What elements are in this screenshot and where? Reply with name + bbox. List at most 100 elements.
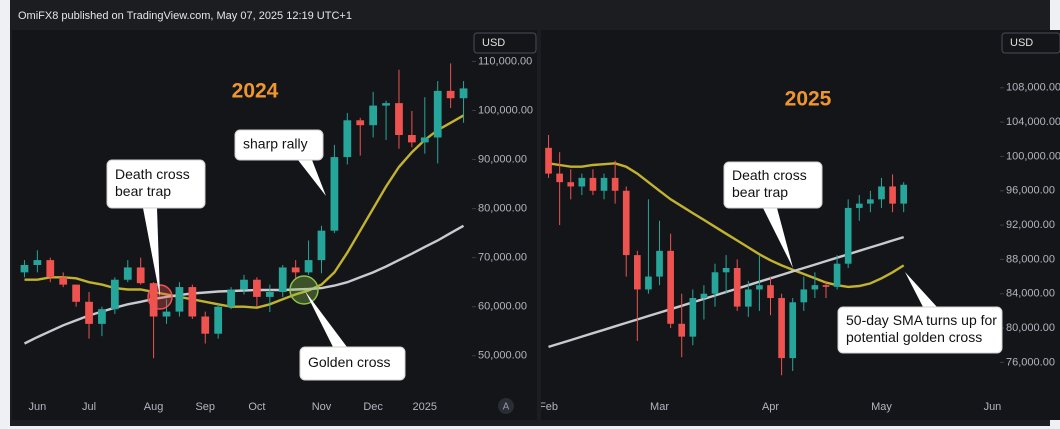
y-tick-label: 110,000.00 [478,55,532,67]
currency-label: USD [482,37,505,49]
candle-body [433,90,442,138]
x-tick-label: Nov [312,401,332,413]
candle-body [85,301,93,324]
candle-body [408,135,416,143]
y-tick-label: 70,000.00 [478,252,527,264]
candle-body [265,291,274,297]
candle-body [756,285,763,290]
callout-box [723,161,823,209]
callout-text: bear trap [732,184,788,200]
candle-body [240,279,248,290]
candle-body [600,177,608,191]
candle-body [20,265,29,273]
candle-body [343,120,352,158]
candle-body [567,182,575,187]
y-tick-label: 76,000.00 [1006,356,1055,368]
x-tick-label: Sep [195,401,215,413]
callout-pointer [905,272,937,307]
y-tick-label: 92,000.00 [1006,219,1055,231]
y-tick-label: 100,000.00 [1006,150,1060,162]
candle-body [855,203,863,208]
callout-text: Golden cross [308,354,390,370]
candle-body [214,306,223,334]
x-tick-label: 2025 [413,401,437,413]
candle-body [59,277,68,285]
callout-text: Death cross [115,166,190,182]
y-tick-label: 80,000.00 [478,203,527,215]
candle-body [46,260,55,278]
candle-body [175,287,184,312]
candle-body [822,285,830,287]
auto-scale-label: A [503,402,510,413]
candle-body [382,103,390,106]
candle-body [304,260,313,273]
candle-body [162,311,171,317]
candle-body [878,186,885,200]
sma-line [24,114,465,309]
callout-box [234,129,324,161]
candle-body [867,199,874,204]
x-tick-label: Dec [363,401,383,413]
x-tick-label: Oct [248,401,265,413]
y-tick-label: 104,000.00 [1006,116,1060,128]
x-tick-label: Jun [28,401,46,413]
y-tick-label: 80,000.00 [1006,322,1055,334]
candle-body [611,177,619,191]
currency-label: USD [1010,37,1033,49]
candle-body [700,293,708,299]
candle-body [589,177,597,191]
candle-body [291,267,300,273]
candle-body [744,289,752,307]
x-tick-label: Apr [762,401,779,413]
auto-scale-button [498,398,514,414]
callout-text: Death cross [732,167,807,183]
candle-body [811,285,819,290]
callout-box [837,306,1003,354]
candle-body [278,267,287,292]
cross-highlight [289,275,319,305]
candle-body [201,316,210,334]
candle-body [110,279,119,310]
candle-body [330,157,339,231]
candle-body [778,298,785,359]
y-tick-label: 60,000.00 [478,301,527,313]
candle-body [227,289,235,307]
y-tick-label: 50,000.00 [478,350,527,362]
sma-line [548,162,905,289]
callout-pointer [143,208,160,297]
candle-body [789,302,797,359]
callout-box [299,346,406,381]
candle-body [889,186,896,204]
candle-body [98,309,106,324]
x-tick-label: May [871,401,892,413]
candle-body [844,207,852,264]
currency-box [473,32,537,54]
y-tick-label: 84,000.00 [1006,288,1055,300]
y-tick-label: 88,000.00 [1006,253,1055,265]
candle-body [317,230,326,261]
candle-body [420,137,429,143]
callout-pointer [298,160,326,196]
year-title: 2024 [232,80,279,103]
year-title: 2025 [785,88,832,111]
callout-text: 50-day SMA turns up for [846,312,997,328]
candle-body [356,120,365,126]
candle-body [253,279,261,297]
x-tick-label: Mar [650,401,669,413]
candle-body [722,267,730,273]
candle-body [733,267,741,307]
x-tick-label: Feb [539,401,558,413]
x-tick-label: Aug [144,401,164,413]
candle-body [667,250,674,324]
y-tick-label: 100,000.00 [478,104,533,116]
candle-body [656,250,663,277]
chart-2025: 76,000.00 80,000.00 84,000.00 88,000.00 92,0… [539,32,1060,413]
candle-body [459,88,468,99]
candle-body [446,90,455,99]
candle-body [123,267,132,280]
candle-body [72,284,80,302]
candle-body [149,283,158,317]
callout-box [106,159,206,209]
callout-pointer [305,291,347,347]
